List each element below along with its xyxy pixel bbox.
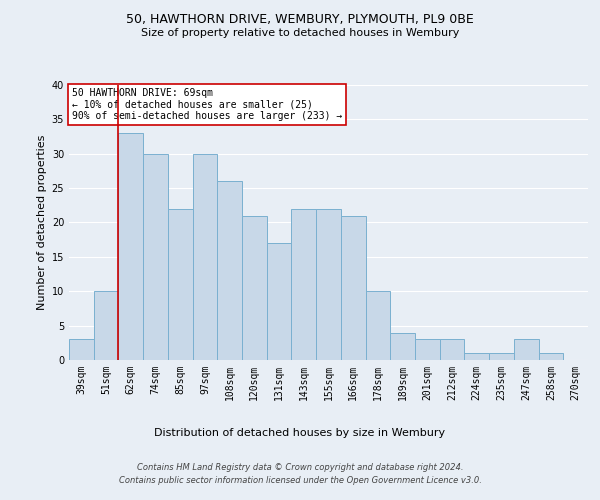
Bar xyxy=(365,291,390,360)
Bar xyxy=(267,243,292,360)
Bar xyxy=(217,181,242,360)
Bar xyxy=(464,353,489,360)
Text: Size of property relative to detached houses in Wembury: Size of property relative to detached ho… xyxy=(141,28,459,38)
Bar xyxy=(415,340,440,360)
Bar xyxy=(94,291,118,360)
Bar xyxy=(514,340,539,360)
Text: 50, HAWTHORN DRIVE, WEMBURY, PLYMOUTH, PL9 0BE: 50, HAWTHORN DRIVE, WEMBURY, PLYMOUTH, P… xyxy=(126,12,474,26)
Text: 50 HAWTHORN DRIVE: 69sqm
← 10% of detached houses are smaller (25)
90% of semi-d: 50 HAWTHORN DRIVE: 69sqm ← 10% of detach… xyxy=(71,88,342,121)
Bar xyxy=(539,353,563,360)
Text: Contains HM Land Registry data © Crown copyright and database right 2024.: Contains HM Land Registry data © Crown c… xyxy=(137,462,463,471)
Bar xyxy=(390,332,415,360)
Text: Contains public sector information licensed under the Open Government Licence v3: Contains public sector information licen… xyxy=(119,476,481,485)
Bar xyxy=(489,353,514,360)
Bar xyxy=(242,216,267,360)
Bar xyxy=(118,133,143,360)
Bar xyxy=(292,209,316,360)
Bar xyxy=(193,154,217,360)
Y-axis label: Number of detached properties: Number of detached properties xyxy=(37,135,47,310)
Bar xyxy=(316,209,341,360)
Bar xyxy=(69,340,94,360)
Bar xyxy=(341,216,365,360)
Bar xyxy=(143,154,168,360)
Bar xyxy=(440,340,464,360)
Bar xyxy=(168,209,193,360)
Text: Distribution of detached houses by size in Wembury: Distribution of detached houses by size … xyxy=(154,428,446,438)
